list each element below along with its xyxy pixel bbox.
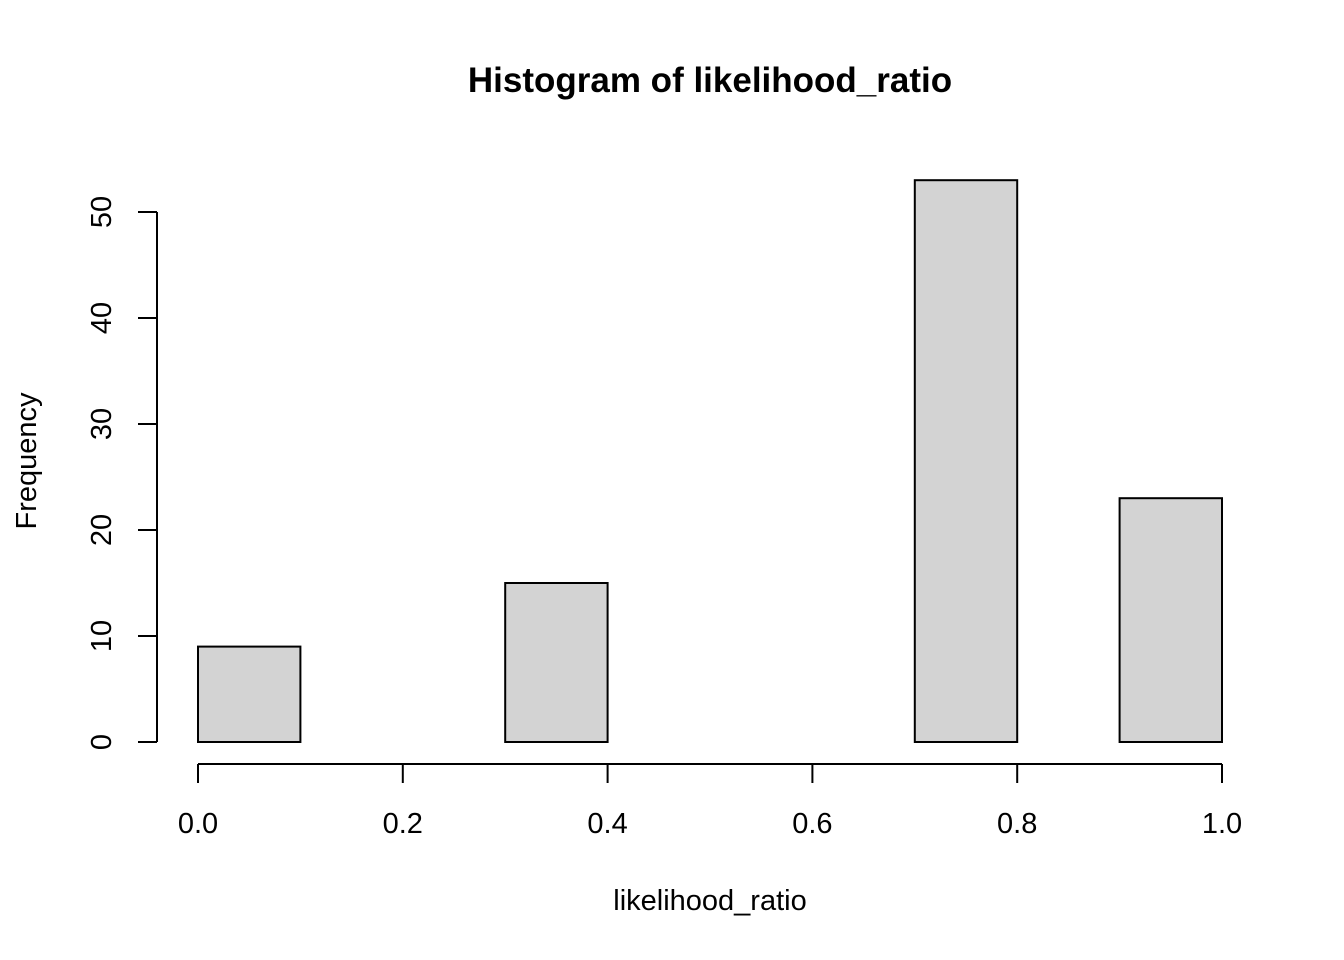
y-tick-label-1: 10: [86, 620, 118, 652]
x-tick-label-1: 0.2: [383, 808, 423, 840]
y-tick-label-5: 50: [86, 196, 118, 228]
y-tick-label-4: 40: [86, 302, 118, 334]
x-tick-label-3: 0.6: [792, 808, 832, 840]
y-axis: 0 10 20 30 40 50: [86, 196, 158, 750]
histogram-bar-0: [197, 645, 302, 743]
x-tick-label-5: 1.0: [1202, 808, 1242, 840]
histogram-bar-3: [504, 582, 609, 743]
y-tick-label-0: 0: [86, 734, 118, 750]
x-tick-label-0: 0.0: [178, 808, 218, 840]
chart-title: Histogram of likelihood_ratio: [468, 61, 952, 100]
y-axis-label: Frequency: [11, 392, 43, 530]
x-tick-label-2: 0.4: [587, 808, 627, 840]
y-tick-label-3: 30: [86, 408, 118, 440]
x-axis: 0.0 0.2 0.4 0.6 0.8 1.0: [178, 763, 1242, 840]
histogram-bar-7: [913, 179, 1019, 743]
bars-group: [197, 179, 1223, 744]
x-tick-label-4: 0.8: [997, 808, 1037, 840]
y-tick-label-2: 20: [86, 514, 118, 546]
histogram-bar-9: [1118, 497, 1223, 744]
x-axis-label: likelihood_ratio: [613, 885, 806, 917]
